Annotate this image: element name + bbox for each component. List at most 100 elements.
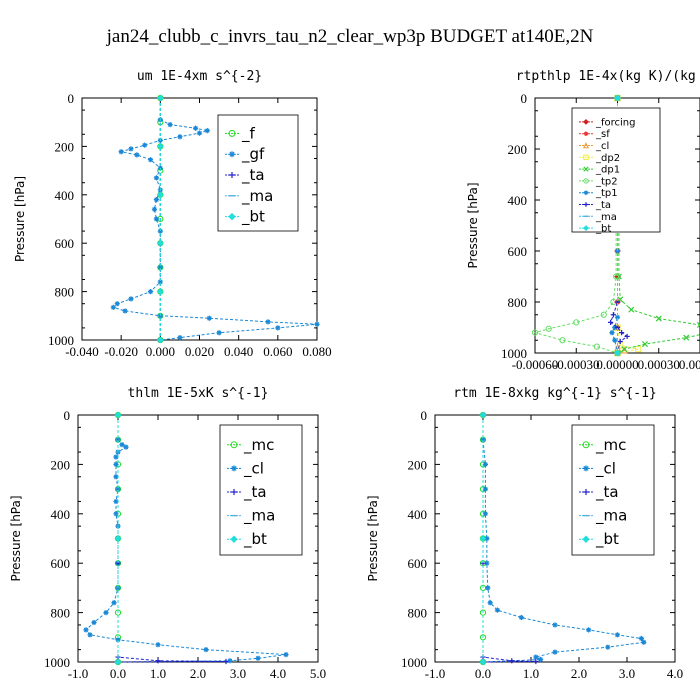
y-tick-label: 1000 xyxy=(401,655,427,670)
marker-diamond xyxy=(583,118,589,125)
marker-star xyxy=(283,651,289,658)
x-tick-label: 0.060 xyxy=(263,344,292,359)
marker-triangle xyxy=(582,142,590,149)
marker-star xyxy=(552,649,558,655)
marker-star xyxy=(91,619,97,626)
marker-x xyxy=(617,296,624,303)
y-tick-label: 0 xyxy=(521,91,528,106)
marker-star xyxy=(111,600,117,606)
plot-frame xyxy=(434,414,676,663)
marker-plus xyxy=(583,489,589,495)
marker-star xyxy=(586,627,592,633)
marker-star xyxy=(480,437,486,443)
marker-star xyxy=(113,498,119,505)
marker-star xyxy=(177,134,183,140)
figure-title: jan24_clubb_c_invrs_tau_n2_clear_wp3p BU… xyxy=(106,26,594,47)
x-tick-label: 0.00030 xyxy=(638,357,680,372)
legend: _mc _cl _ta _ma _bt xyxy=(571,424,655,556)
marker-star xyxy=(177,334,183,341)
marker-star xyxy=(487,600,493,606)
marker-diamond xyxy=(614,349,621,357)
y-tick-label: 800 xyxy=(408,606,428,621)
marker-star xyxy=(115,637,121,643)
marker-x xyxy=(641,341,649,348)
marker-star xyxy=(147,289,154,295)
marker-square xyxy=(583,154,589,161)
legend: _forcing_sf_cl_dp2_dp1_tp2_tp1_ta_ma_bt xyxy=(571,107,661,235)
marker-star xyxy=(538,656,544,663)
marker-star xyxy=(87,632,93,638)
y-tick-label: 0 xyxy=(68,91,75,106)
x-tick-label: 0.040 xyxy=(224,344,253,359)
marker-star xyxy=(113,474,119,480)
marker-plus xyxy=(619,330,625,336)
marker-star xyxy=(609,330,615,336)
panel-title: thlm 1E-5xK s^{-1} xyxy=(128,386,269,401)
y-tick-label: 600 xyxy=(55,236,75,251)
marker-diamond xyxy=(479,411,487,419)
panel-4: rtm 1E-8xkg kg^{-1} s^{-1} Pressure [hPa]… xyxy=(366,386,683,681)
x-tick-label: -1.0 xyxy=(68,666,89,681)
marker-diamond xyxy=(114,411,122,419)
marker-plus xyxy=(624,333,630,340)
marker-star xyxy=(83,627,89,633)
marker-star xyxy=(142,142,148,148)
legend-label: _f xyxy=(241,124,256,143)
marker-star xyxy=(605,644,611,650)
marker-diamond xyxy=(114,535,122,542)
marker-star xyxy=(157,228,163,234)
series-line xyxy=(117,415,227,663)
marker-star xyxy=(482,461,488,467)
marker-circle xyxy=(230,441,238,449)
legend-label: _tp1 xyxy=(595,188,618,199)
marker-star xyxy=(229,151,235,158)
marker-star xyxy=(151,206,158,212)
marker-star xyxy=(484,560,490,566)
marker-x xyxy=(583,166,589,172)
marker-star xyxy=(147,157,154,163)
series-line xyxy=(482,415,536,663)
y-axis-label: Pressure [hPa] xyxy=(9,495,23,581)
marker-star xyxy=(114,301,120,307)
marker-star xyxy=(122,308,128,314)
marker-star xyxy=(614,314,621,320)
panel-3: thlm 1E-5xK s^{-1} Pressure [hPa] 0 200 400 6… xyxy=(9,386,326,681)
marker-plus xyxy=(155,658,161,664)
marker-star xyxy=(196,130,203,136)
marker-star xyxy=(485,585,491,591)
legend-box xyxy=(217,114,299,232)
marker-circle xyxy=(583,178,589,184)
y-tick-label: 0 xyxy=(64,408,71,423)
marker-star xyxy=(167,122,173,128)
marker-star xyxy=(153,197,160,203)
marker-diamond xyxy=(479,535,487,542)
marker-star xyxy=(157,264,163,270)
marker-circle xyxy=(228,129,236,137)
legend: _f _gf _ta _ma _bt xyxy=(217,114,299,232)
legend-label: _gf xyxy=(241,145,265,164)
legend-label: _forcing xyxy=(595,117,636,128)
marker-diamond xyxy=(114,658,122,666)
panel-title: rtpthlp 1E-4x(kg K)/(kg s) xyxy=(516,69,700,84)
legend-label: _bt xyxy=(243,530,267,549)
marker-star xyxy=(128,296,134,302)
x-tick-label: 0.0 xyxy=(110,666,126,681)
marker-plus xyxy=(533,658,539,665)
marker-star xyxy=(192,125,199,131)
legend-label: _ta xyxy=(595,483,619,502)
marker-star xyxy=(118,149,124,155)
marker-star xyxy=(638,635,644,642)
legend-label: _ma xyxy=(243,507,275,526)
marker-diamond xyxy=(157,191,164,199)
y-tick-label: 1000 xyxy=(44,655,70,670)
legend-label: _ma xyxy=(595,212,617,223)
y-tick-label: 200 xyxy=(408,457,428,472)
y-tick-label: 600 xyxy=(508,244,528,259)
marker-diamond xyxy=(583,225,589,232)
marker-circle xyxy=(559,337,566,344)
series-line xyxy=(482,415,645,663)
marker-star xyxy=(206,315,212,321)
marker-star xyxy=(128,146,134,152)
marker-x xyxy=(683,334,690,341)
marker-star xyxy=(583,131,589,136)
